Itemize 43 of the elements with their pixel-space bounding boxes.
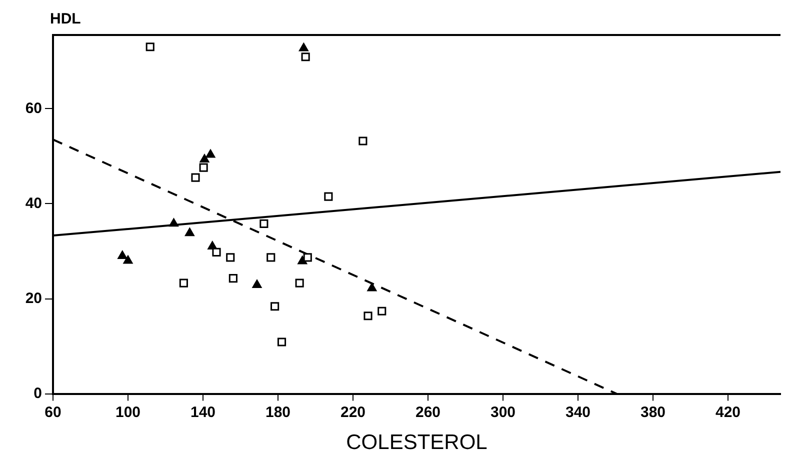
x-tick-label: 140 — [190, 404, 216, 421]
x-tick-label: 420 — [715, 404, 741, 421]
x-axis-title: COLESTEROL — [346, 431, 488, 454]
x-tick-label: 220 — [340, 404, 366, 421]
point — [199, 163, 208, 172]
point — [277, 338, 286, 346]
point — [179, 278, 188, 288]
point — [364, 312, 372, 320]
point — [212, 248, 221, 256]
y-tick-label: 60 — [25, 100, 42, 117]
point — [301, 52, 310, 62]
y-tick-label: 0 — [34, 384, 42, 402]
y-tick-label: 20 — [25, 290, 42, 307]
point — [295, 278, 304, 288]
x-tick-label: 60 — [44, 404, 62, 421]
x-tick-label: 340 — [565, 404, 591, 421]
point — [270, 302, 280, 311]
point — [146, 42, 154, 52]
point — [252, 279, 262, 288]
point — [206, 149, 216, 158]
point — [303, 253, 312, 262]
point — [260, 219, 268, 228]
point — [200, 154, 210, 163]
point — [118, 250, 128, 259]
point — [367, 282, 377, 292]
point — [184, 228, 195, 236]
point — [191, 173, 200, 182]
point — [123, 255, 133, 264]
point — [378, 306, 386, 316]
x-tick-label: 260 — [415, 404, 441, 421]
point — [298, 42, 309, 52]
x-tick-label: 180 — [265, 404, 291, 421]
y-tick-label: 40 — [25, 194, 42, 212]
point — [226, 253, 235, 262]
x-tick-label: 380 — [640, 404, 666, 421]
x-tick-label: 300 — [490, 404, 516, 421]
point — [228, 274, 238, 283]
point — [168, 218, 179, 227]
point — [358, 136, 368, 146]
point — [266, 253, 276, 262]
y-axis-title: HDL — [50, 10, 81, 28]
point — [324, 192, 333, 201]
x-tick-label: 100 — [115, 404, 141, 421]
